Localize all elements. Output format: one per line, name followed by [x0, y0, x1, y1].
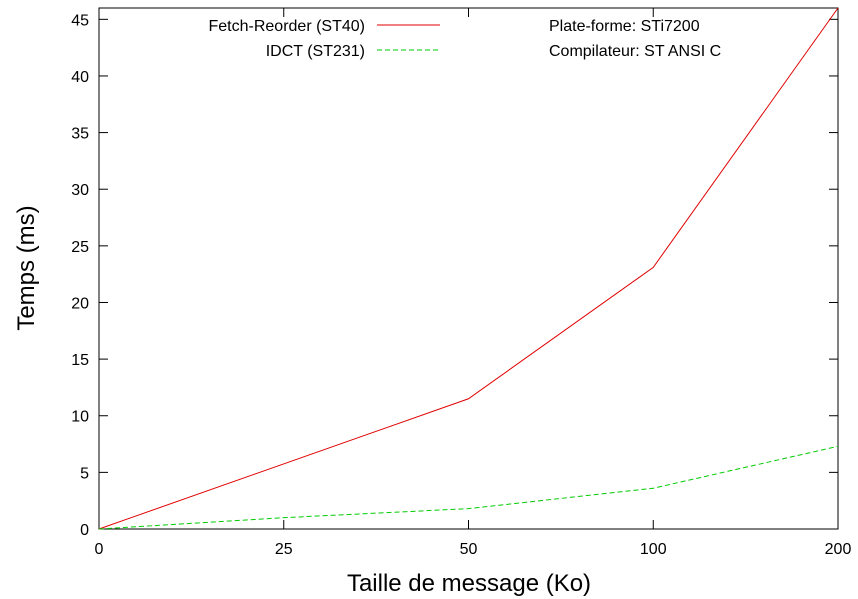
- plot-frame: [98, 7, 839, 530]
- y-tick-label: 0: [80, 522, 89, 539]
- series-layer: [98, 7, 839, 530]
- series-line-1: [98, 445, 839, 530]
- y-tick-label: 20: [71, 295, 89, 312]
- legend: Fetch-Reorder (ST40) IDCT (ST231): [209, 18, 440, 60]
- y-tick-label: 30: [71, 182, 89, 199]
- y-axis-title: Temps (ms): [13, 205, 40, 330]
- x-axis: 0 25 50 100 200: [95, 8, 852, 558]
- compiler-annotation: Compilateur: ST ANSI C: [549, 43, 721, 60]
- y-tick-label: 45: [71, 12, 89, 29]
- y-tick-label: 15: [71, 352, 89, 369]
- legend-label-fetch-reorder: Fetch-Reorder (ST40): [209, 18, 366, 35]
- x-tick-label: 50: [460, 541, 478, 558]
- x-tick-label: 100: [640, 541, 667, 558]
- platform-annotation: Plate-forme: STi7200: [549, 18, 700, 35]
- y-tick-label: 40: [71, 69, 89, 86]
- y-tick-label: 10: [71, 409, 89, 426]
- x-tick-label: 0: [95, 541, 104, 558]
- y-axis: 0 5 10 15 20 25 30 35 40 45: [71, 12, 838, 539]
- x-tick-label: 200: [825, 541, 852, 558]
- x-tick-label: 25: [275, 541, 293, 558]
- y-tick-label: 35: [71, 126, 89, 143]
- y-tick-label: 25: [71, 239, 89, 256]
- series-line-0: [98, 7, 839, 530]
- x-axis-title: Taille de message (Ko): [347, 570, 591, 597]
- y-tick-label: 5: [80, 465, 89, 482]
- legend-label-idct: IDCT (ST231): [266, 43, 365, 60]
- annotation-group: Plate-forme: STi7200 Compilateur: ST ANS…: [549, 18, 721, 60]
